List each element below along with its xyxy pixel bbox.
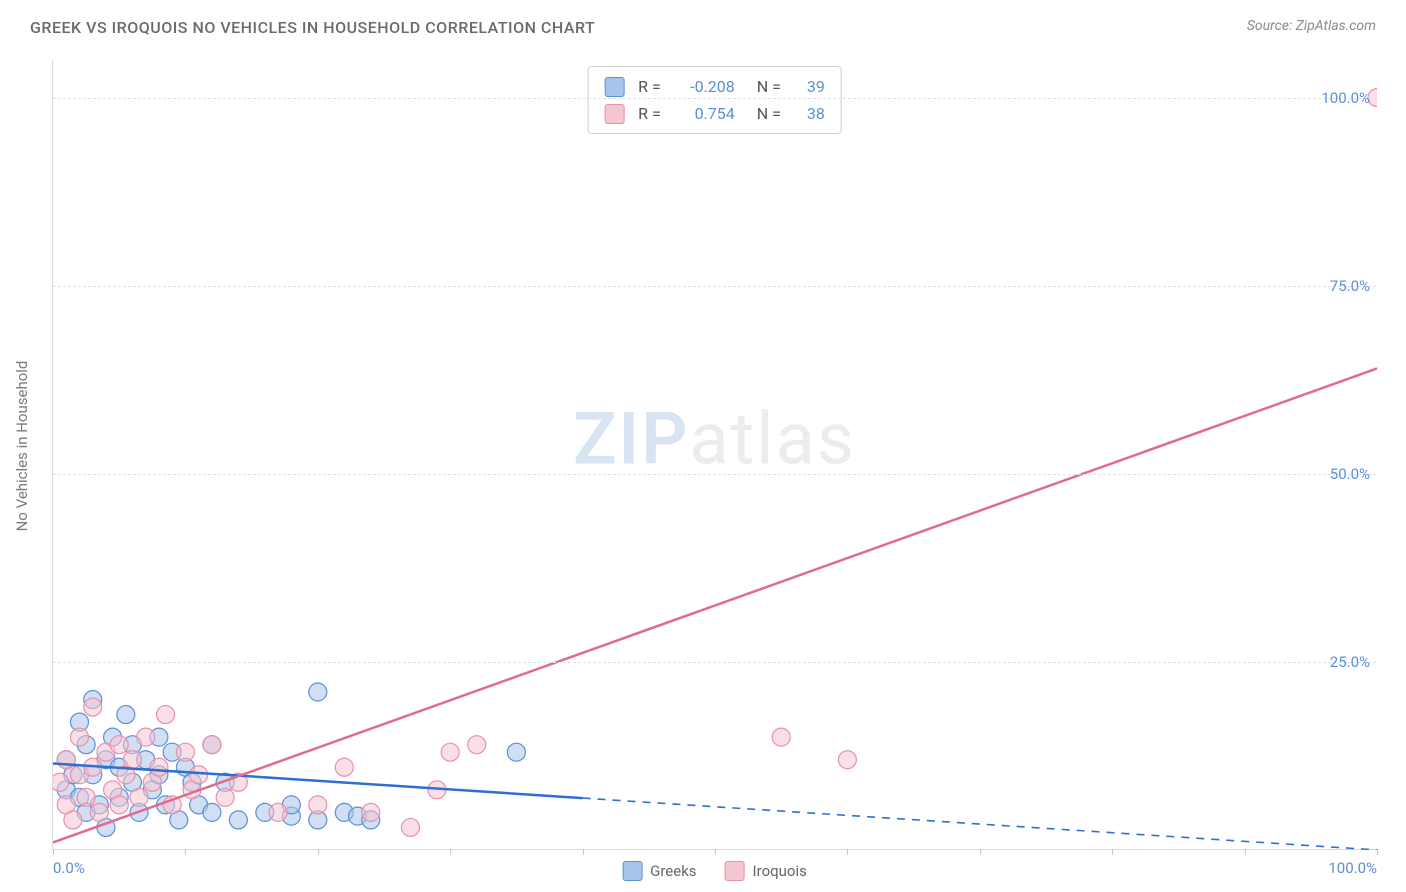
iroquois-trendline bbox=[53, 368, 1377, 842]
iroquois-point bbox=[110, 736, 128, 754]
iroquois-point bbox=[309, 796, 327, 814]
iroquois-point bbox=[269, 803, 287, 821]
n-value-iroquois: 38 bbox=[795, 100, 825, 127]
iroquois-point bbox=[190, 766, 208, 784]
y-tick-label: 50.0% bbox=[1330, 465, 1370, 483]
chart-title: GREEK VS IROQUOIS NO VEHICLES IN HOUSEHO… bbox=[30, 18, 595, 37]
iroquois-point bbox=[772, 728, 790, 746]
chart-area: ZIPatlas R =-0.208 N =39R =0.754 N =38 G… bbox=[52, 60, 1376, 850]
x-tick-mark bbox=[1377, 849, 1378, 855]
legend-label: Greeks bbox=[650, 862, 696, 880]
stats-row-iroquois: R = 0.754 N = 38 bbox=[604, 100, 825, 127]
greeks-point bbox=[229, 811, 247, 829]
iroquois-point bbox=[64, 811, 82, 829]
n-label: N = bbox=[749, 100, 781, 127]
iroquois-point bbox=[157, 706, 175, 724]
r-value-iroquois: 0.754 bbox=[675, 100, 735, 127]
y-tick-label: 100.0% bbox=[1321, 89, 1370, 107]
iroquois-swatch-icon bbox=[604, 104, 624, 124]
iroquois-point bbox=[77, 788, 95, 806]
scatter-svg bbox=[53, 60, 1377, 850]
iroquois-point bbox=[838, 751, 856, 769]
iroquois-point bbox=[57, 751, 75, 769]
iroquois-point bbox=[53, 773, 69, 791]
greeks-swatch-icon bbox=[604, 77, 624, 97]
y-axis-label: No Vehicles in Household bbox=[13, 361, 31, 532]
gridline bbox=[53, 98, 1376, 99]
iroquois-point bbox=[468, 736, 486, 754]
iroquois-point bbox=[137, 728, 155, 746]
n-label: N = bbox=[749, 73, 781, 100]
iroquois-point bbox=[110, 796, 128, 814]
r-value-greeks: -0.208 bbox=[675, 73, 735, 100]
x-tick-label: 0.0% bbox=[53, 859, 85, 877]
iroquois-point bbox=[176, 743, 194, 761]
gridline bbox=[53, 474, 1376, 475]
iroquois-point bbox=[150, 758, 168, 776]
x-tick-mark bbox=[1112, 849, 1113, 855]
iroquois-point bbox=[401, 818, 419, 836]
iroquois-point bbox=[216, 788, 234, 806]
gridline bbox=[53, 662, 1376, 663]
iroquois-point bbox=[130, 788, 148, 806]
greeks-swatch-icon bbox=[622, 861, 642, 881]
x-tick-mark bbox=[980, 849, 981, 855]
iroquois-point bbox=[335, 758, 353, 776]
x-tick-mark bbox=[847, 849, 848, 855]
x-tick-mark bbox=[185, 849, 186, 855]
r-label: R = bbox=[638, 73, 661, 100]
greeks-point bbox=[507, 743, 525, 761]
x-tick-mark bbox=[318, 849, 319, 855]
legend-label: Iroquois bbox=[753, 862, 807, 880]
greeks-point bbox=[203, 803, 221, 821]
iroquois-point bbox=[362, 803, 380, 821]
iroquois-point bbox=[70, 728, 88, 746]
greeks-point bbox=[309, 683, 327, 701]
y-tick-label: 25.0% bbox=[1330, 653, 1370, 671]
x-tick-label: 100.0% bbox=[1328, 859, 1377, 877]
legend: Greeks Iroquois bbox=[622, 861, 807, 881]
iroquois-point bbox=[441, 743, 459, 761]
correlation-stats-box: R = -0.208 N = 39 R = 0.754 N = 38 bbox=[587, 66, 842, 134]
x-tick-mark bbox=[53, 849, 54, 855]
iroquois-point bbox=[90, 803, 108, 821]
iroquois-point bbox=[84, 698, 102, 716]
gridline bbox=[53, 286, 1376, 287]
greeks-point bbox=[117, 706, 135, 724]
iroquois-swatch-icon bbox=[725, 861, 745, 881]
x-tick-mark bbox=[583, 849, 584, 855]
legend-item-iroquois: Iroquois bbox=[725, 861, 807, 881]
n-value-greeks: 39 bbox=[795, 73, 825, 100]
greeks-trendline-dashed bbox=[583, 798, 1377, 850]
iroquois-point bbox=[203, 736, 221, 754]
iroquois-point bbox=[123, 751, 141, 769]
legend-item-greeks: Greeks bbox=[622, 861, 696, 881]
x-tick-mark bbox=[715, 849, 716, 855]
source-label: Source: ZipAtlas.com bbox=[1247, 18, 1376, 34]
stats-row-greeks: R = -0.208 N = 39 bbox=[604, 73, 825, 100]
y-tick-label: 75.0% bbox=[1330, 277, 1370, 295]
r-label: R = bbox=[638, 100, 661, 127]
x-tick-mark bbox=[1245, 849, 1246, 855]
plot-region: ZIPatlas R =-0.208 N =39R =0.754 N =38 G… bbox=[52, 60, 1376, 850]
x-tick-mark bbox=[450, 849, 451, 855]
